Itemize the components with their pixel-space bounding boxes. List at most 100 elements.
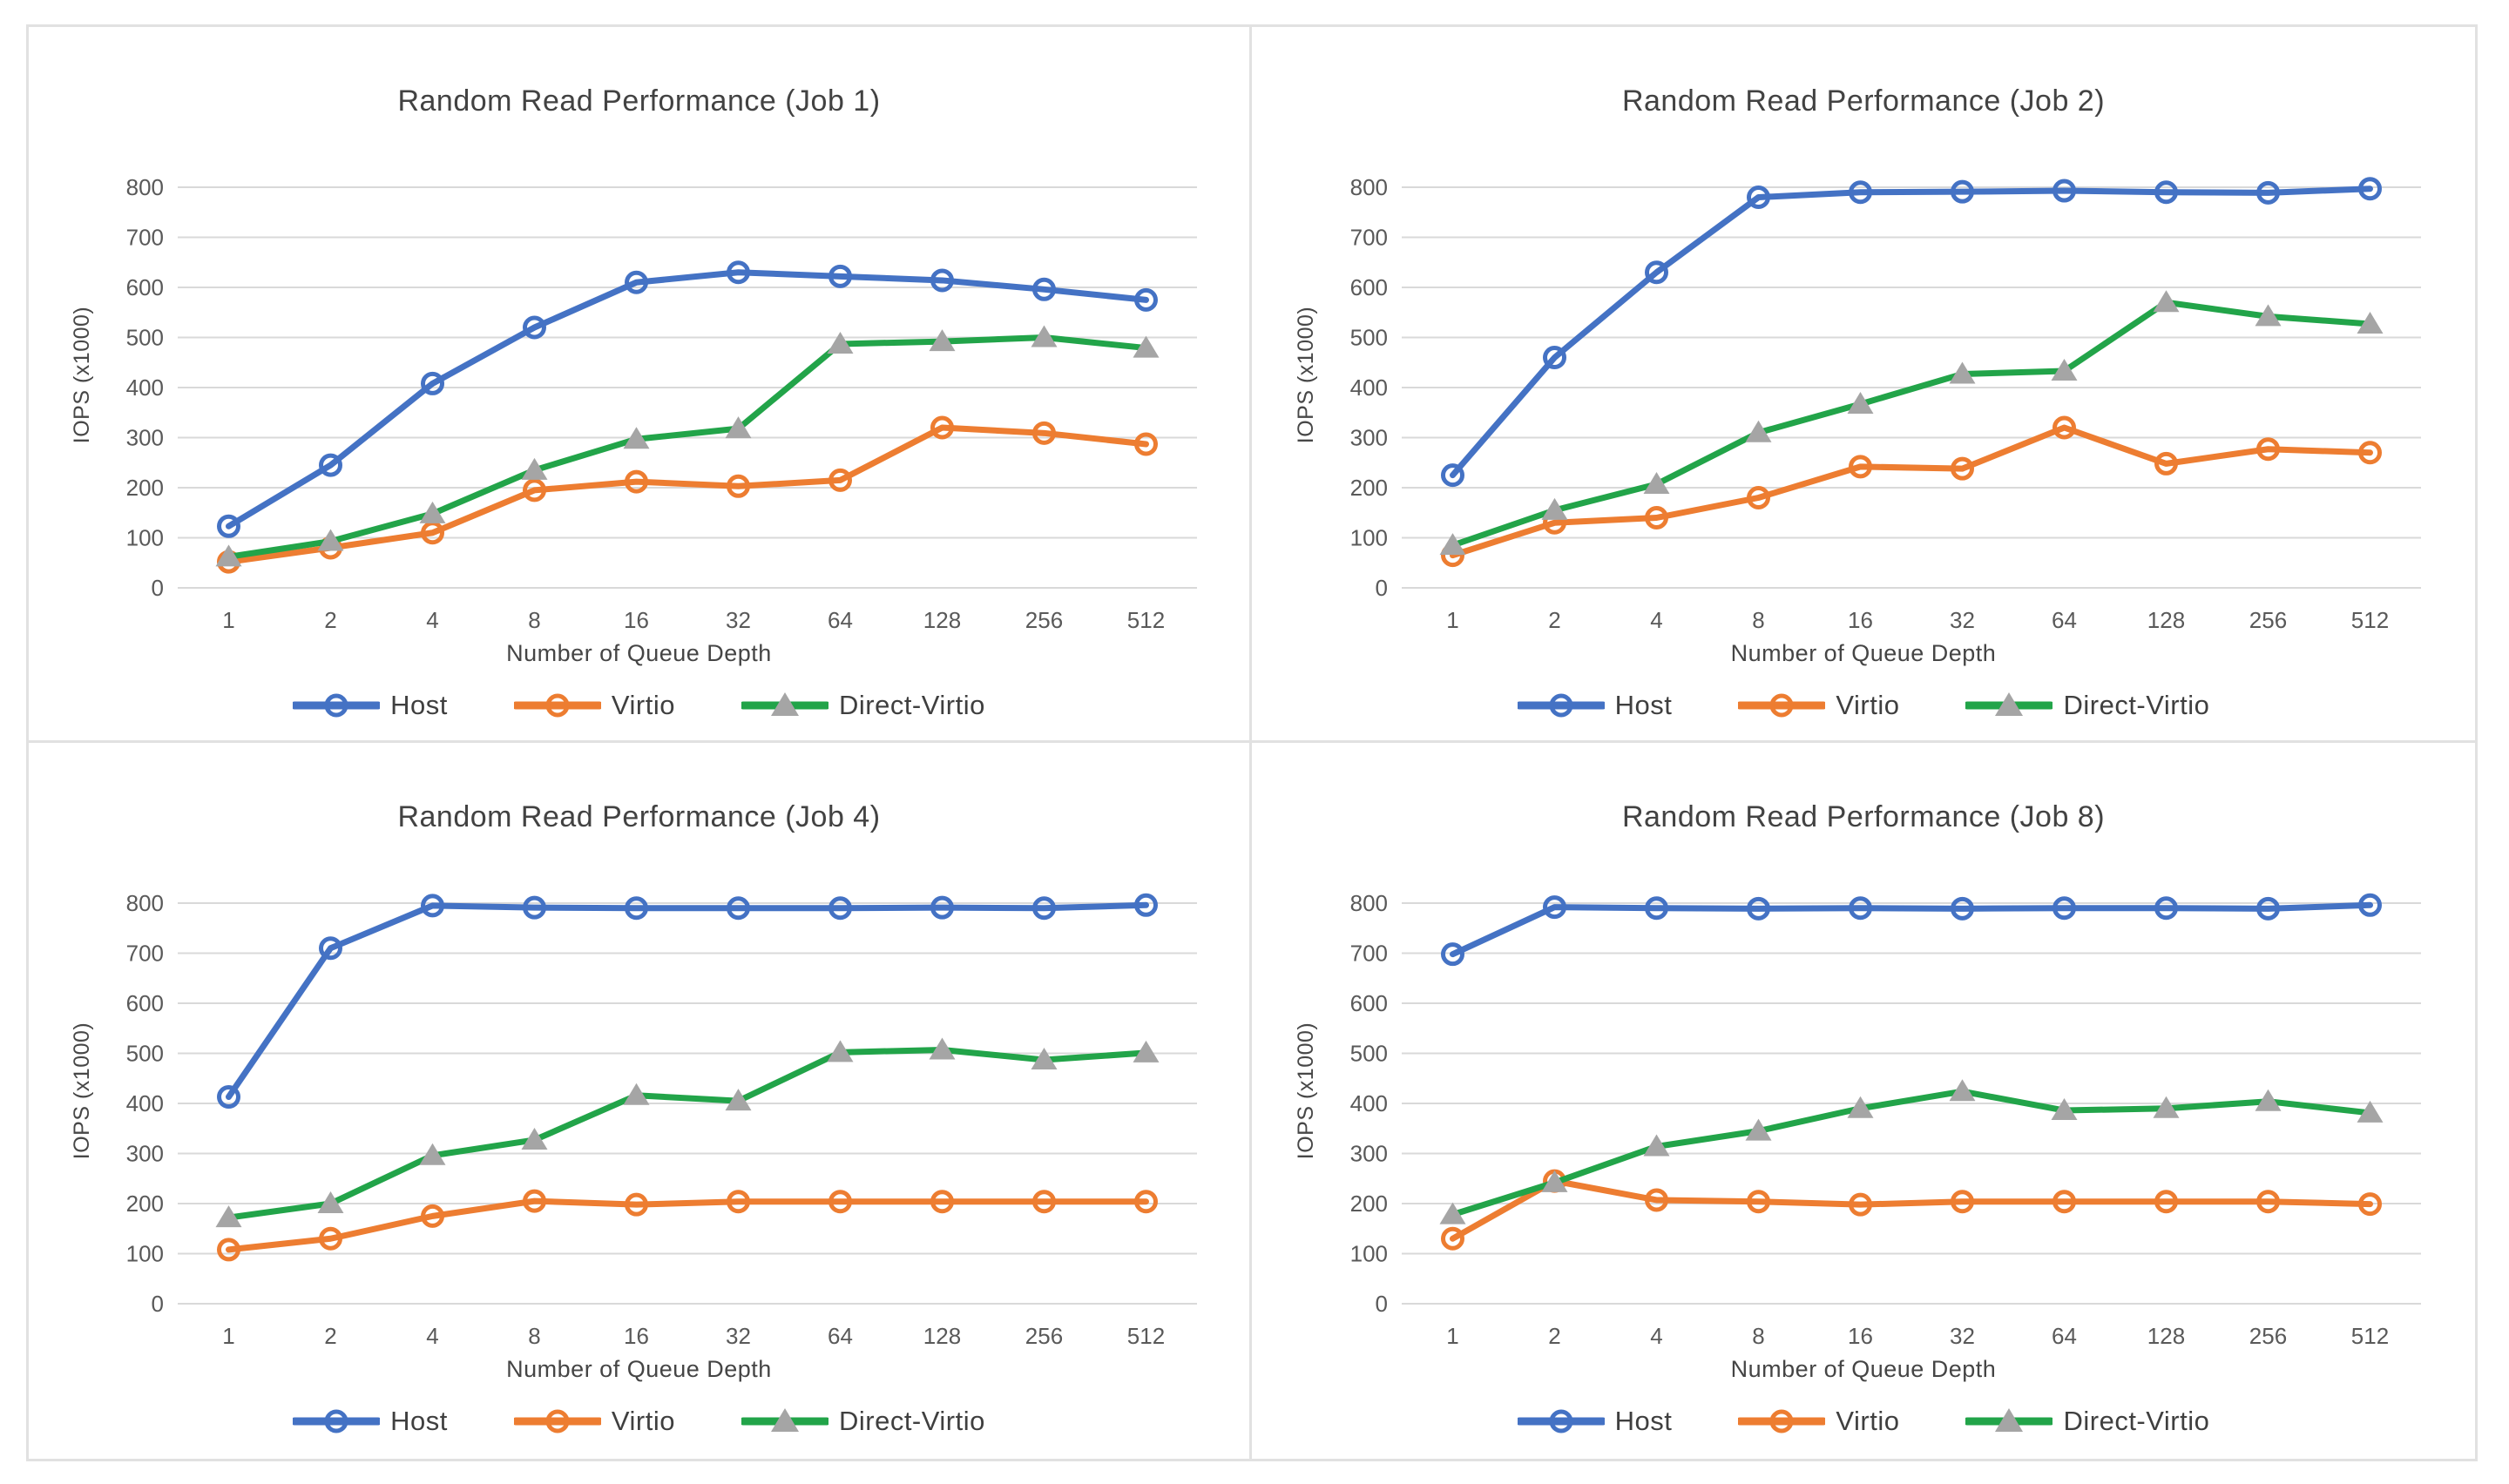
plot-area: IOPS (x1000) 0 100 200 300 400 500 600 700 800 1 2…	[56, 161, 1223, 631]
marker-host-128	[930, 896, 954, 921]
chart-panel-job-2: Random Read Performance (Job 2) IOPS (x1…	[1252, 27, 2475, 743]
marker-direct-virtio-256	[2255, 1089, 2282, 1112]
x-tick-label: 4	[1650, 1323, 1662, 1347]
marker-virtio-16	[1849, 1193, 1872, 1218]
marker-direct-virtio-4	[1643, 1134, 1670, 1157]
marker-virtio-2	[318, 1227, 342, 1251]
marker-direct-virtio-2	[317, 529, 343, 551]
y-tick-label: 800	[1350, 174, 1388, 200]
legend-item-host: Host	[1517, 690, 1673, 721]
marker-direct-virtio-1	[215, 1205, 241, 1228]
marker-virtio-256	[2256, 437, 2280, 462]
x-tick-label: 1	[1446, 607, 1458, 631]
legend-item-direct-virtio: Direct-Virtio	[741, 1406, 985, 1437]
marker-direct-virtio-8	[521, 1128, 547, 1150]
y-tick-label: 500	[1350, 325, 1388, 351]
marker-direct-virtio-512	[1133, 1041, 1159, 1063]
marker-host-32	[726, 896, 750, 921]
x-tick-label: 8	[1752, 607, 1764, 631]
marker-virtio-8	[522, 478, 546, 503]
marker-direct-virtio-128	[929, 1037, 955, 1060]
legend-swatch-host-icon	[1517, 693, 1605, 718]
chart-title: Random Read Performance (Job 1)	[397, 84, 881, 118]
y-tick-label: 600	[125, 274, 163, 300]
x-axis-title: Number of Queue Depth	[1730, 1356, 1997, 1383]
marker-host-64	[2053, 896, 2076, 921]
marker-host-4	[1645, 896, 1668, 921]
marker-virtio-512	[1133, 1190, 1158, 1214]
legend-marker	[1549, 693, 1573, 718]
marker-host-8	[1747, 897, 1770, 921]
y-tick-label: 500	[1350, 1041, 1388, 1067]
marker-host-8	[522, 315, 546, 340]
marker-direct-virtio-512	[1133, 336, 1159, 359]
x-tick-label: 32	[726, 607, 751, 631]
y-tick-label: 700	[125, 225, 163, 251]
marker-direct-virtio-4	[1643, 472, 1670, 495]
charts-grid: Random Read Performance (Job 1) IOPS (x1…	[26, 24, 2478, 1461]
x-tick-label: 4	[426, 1323, 438, 1347]
series-line-host	[225, 269, 1149, 530]
marker-direct-virtio-128	[2153, 1096, 2180, 1119]
marker-virtio-256	[2256, 1190, 2280, 1214]
marker-host-8	[1747, 186, 1770, 210]
y-tick-label: 200	[125, 1191, 163, 1217]
x-tick-label: 32	[726, 1323, 751, 1347]
chart-panel-job-1: Random Read Performance (Job 1) IOPS (x1…	[29, 27, 1252, 743]
legend-item-host: Host	[293, 1406, 448, 1437]
plot-svg: 0 100 200 300 400 500 600 700 800 1 2 4 8 16 32 64 128 25…	[1350, 890, 2421, 1347]
marker-virtio-4	[420, 1204, 444, 1229]
y-tick-label: 300	[125, 1141, 163, 1167]
marker-direct-virtio-2	[317, 1191, 343, 1214]
legend: Host Virtio Direct-Virtio	[1517, 1406, 2210, 1437]
marker-virtio-16	[1849, 455, 1872, 479]
legend-marker	[1769, 1409, 1794, 1433]
marker-host-4	[1645, 260, 1668, 285]
x-tick-label: 2	[324, 1323, 336, 1347]
marker-host-16	[1849, 180, 1872, 205]
marker-virtio-512	[2358, 441, 2382, 465]
y-tick-label: 600	[1350, 274, 1388, 300]
x-tick-label: 512	[2351, 607, 2389, 631]
marker-virtio-128	[2154, 452, 2178, 476]
marker-virtio-64	[828, 469, 852, 493]
marker-virtio-4	[1645, 506, 1668, 530]
marker-host-1	[1441, 942, 1464, 967]
x-tick-label: 128	[2147, 1323, 2185, 1347]
y-tick-label: 600	[125, 990, 163, 1016]
plot-svg: 0 100 200 300 400 500 600 700 800 1 2 4 8 16 32 64 128 25…	[125, 890, 1197, 1347]
legend-label: Virtio	[1836, 690, 1900, 721]
marker-direct-virtio-1	[1439, 533, 1466, 556]
marker-host-256	[1031, 278, 1056, 302]
marker-host-64	[828, 896, 852, 921]
marker-host-16	[1849, 896, 1872, 921]
legend-marker	[545, 1409, 570, 1433]
legend-swatch-virtio-icon	[1738, 693, 1826, 718]
y-tick-label: 0	[151, 575, 163, 601]
legend-item-direct-virtio: Direct-Virtio	[741, 690, 985, 721]
marker-host-1	[216, 1085, 240, 1110]
marker-host-512	[1133, 288, 1158, 313]
legend-label: Virtio	[1836, 1406, 1900, 1437]
marker-virtio-256	[1031, 1190, 1056, 1214]
y-tick-label: 700	[1350, 941, 1388, 967]
x-tick-label: 16	[1848, 607, 1873, 631]
series-line-direct-virtio	[225, 1047, 1149, 1222]
x-tick-label: 128	[923, 607, 960, 631]
y-tick-label: 100	[125, 1241, 163, 1267]
series-line-host	[1450, 186, 2373, 479]
x-tick-label: 16	[1848, 1323, 1873, 1347]
series-line-direct-virtio	[225, 334, 1149, 561]
legend-label: Direct-Virtio	[838, 690, 985, 721]
x-tick-label: 2	[324, 607, 336, 631]
series-line-virtio	[225, 424, 1149, 566]
marker-virtio-32	[1951, 1190, 1974, 1214]
x-tick-label: 4	[1650, 607, 1662, 631]
chart-title: Random Read Performance (Job 2)	[1621, 84, 2106, 118]
legend-swatch-direct-virtio-icon	[741, 692, 828, 717]
x-tick-label: 128	[923, 1323, 960, 1347]
marker-virtio-64	[828, 1190, 852, 1214]
legend-item-virtio: Virtio	[513, 1406, 675, 1437]
y-tick-label: 800	[125, 174, 163, 200]
y-tick-label: 200	[125, 475, 163, 501]
